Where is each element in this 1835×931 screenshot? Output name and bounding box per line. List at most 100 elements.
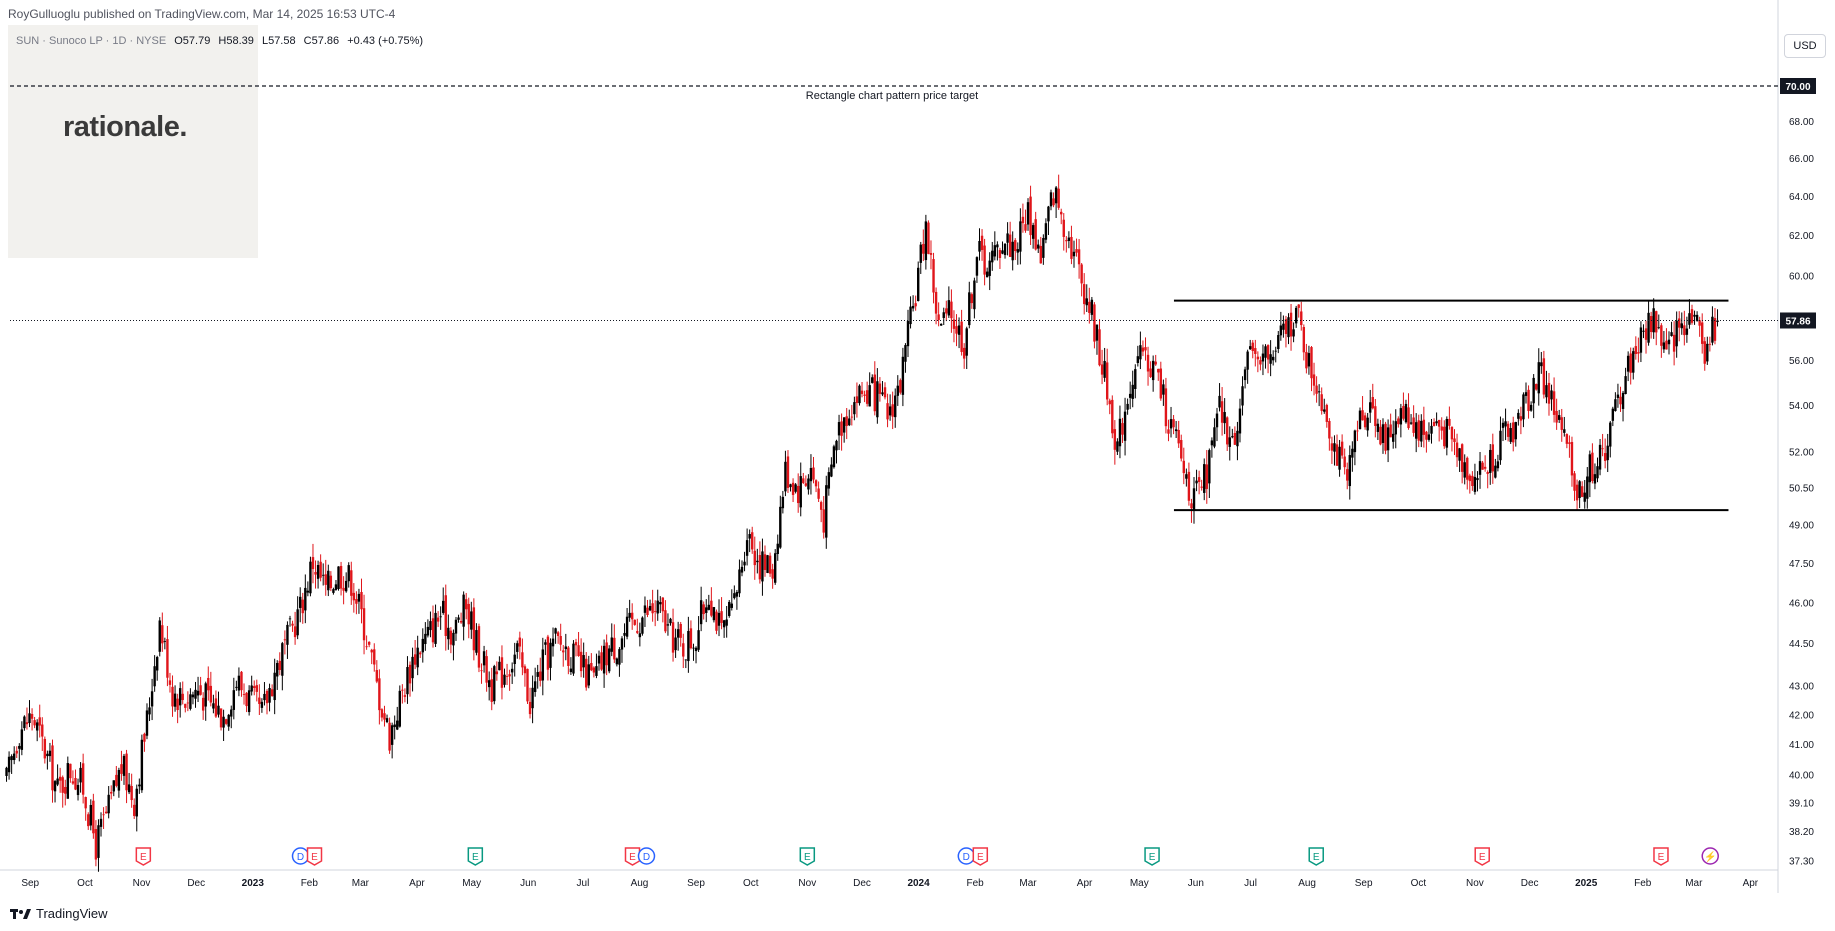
candle-body xyxy=(720,611,723,623)
candle-body xyxy=(1241,386,1244,406)
candle-body xyxy=(477,626,481,668)
candle-body xyxy=(421,638,424,653)
candle-body xyxy=(970,294,974,304)
candle-body xyxy=(1394,421,1397,435)
earnings-icon xyxy=(972,847,989,866)
candle-body xyxy=(1052,198,1055,206)
candle-body xyxy=(1167,429,1170,434)
candle-body xyxy=(1187,471,1191,501)
candle-body xyxy=(1708,343,1712,345)
candle-body xyxy=(342,587,345,591)
candle-body xyxy=(281,643,284,676)
candle-body xyxy=(258,697,261,704)
candle-body xyxy=(888,406,892,416)
candle-body xyxy=(1292,329,1295,337)
candle-body xyxy=(1307,353,1311,367)
candle-body xyxy=(1223,412,1226,424)
candle-body xyxy=(1506,423,1510,437)
candle-body xyxy=(618,649,621,665)
candle-body xyxy=(684,659,688,661)
earnings-icon xyxy=(624,847,641,866)
candle-body xyxy=(112,780,115,792)
candle-body xyxy=(771,569,774,579)
candle-body xyxy=(28,713,31,724)
candle-body xyxy=(291,623,294,626)
candle-body xyxy=(1157,368,1160,373)
candle-body xyxy=(1422,419,1426,435)
candle-body xyxy=(988,260,991,276)
candle-body xyxy=(1060,211,1063,215)
time-axis-label: Jul xyxy=(1244,878,1257,889)
candle-body xyxy=(1639,327,1643,353)
target-price-badge-label: 70.00 xyxy=(1785,82,1810,93)
candle-body xyxy=(1376,423,1380,432)
candle-body xyxy=(344,580,348,592)
candle-body xyxy=(664,610,667,632)
candle-body xyxy=(1369,402,1372,413)
candle-body xyxy=(1103,360,1106,378)
candle-body xyxy=(1683,325,1686,336)
time-axis-label: 2025 xyxy=(1575,878,1598,889)
time-axis-label: Dec xyxy=(1521,878,1539,889)
candle-body xyxy=(472,607,476,651)
candle-body xyxy=(61,777,64,793)
candle-body xyxy=(1261,353,1265,362)
candle-body xyxy=(1065,240,1068,242)
candle-body xyxy=(1034,219,1037,250)
price-tick-label: 44.50 xyxy=(1789,639,1814,650)
candle-body xyxy=(1279,325,1283,336)
candle-body xyxy=(1108,400,1111,405)
candle-body xyxy=(1149,368,1152,377)
candle-body xyxy=(1363,415,1367,428)
candle-body xyxy=(347,565,350,582)
candle-body xyxy=(942,312,945,318)
candle-body xyxy=(1430,425,1433,434)
time-axis-label: Mar xyxy=(1019,878,1037,889)
candle-body xyxy=(201,697,205,711)
candle-body xyxy=(689,628,693,649)
candle-body xyxy=(56,778,59,785)
candle-body xyxy=(868,385,871,407)
candle-body xyxy=(1113,429,1117,450)
candle-body xyxy=(1343,456,1346,468)
candle-body xyxy=(623,632,626,636)
candle-body xyxy=(1274,350,1277,352)
candle-body xyxy=(214,698,218,717)
candle-body xyxy=(316,565,320,579)
candle-body xyxy=(651,603,654,614)
candle-body xyxy=(41,724,44,737)
current-price-badge-label: 57.86 xyxy=(1785,316,1810,327)
candle-body xyxy=(1455,442,1459,458)
candle-body xyxy=(595,666,598,676)
currency-button[interactable]: USD xyxy=(1784,34,1826,58)
candle-body xyxy=(434,612,437,644)
candle-body xyxy=(1213,427,1216,447)
candle-body xyxy=(150,691,154,707)
candle-body xyxy=(155,657,159,671)
candle-body xyxy=(319,561,322,578)
candle-body xyxy=(181,693,184,701)
candle-body xyxy=(334,584,338,590)
candle-body xyxy=(1624,376,1627,395)
candle-body xyxy=(487,680,491,688)
time-axis-label: Feb xyxy=(967,878,985,889)
candle-body xyxy=(339,565,343,589)
split-icon xyxy=(1701,847,1719,865)
candle-body xyxy=(1450,426,1454,440)
candle-body xyxy=(653,611,657,612)
candle-body xyxy=(1381,424,1385,443)
candle-body xyxy=(1596,466,1599,479)
candle-body xyxy=(1328,420,1331,439)
candle-body xyxy=(1616,394,1620,398)
candle-body xyxy=(1652,308,1655,333)
candle-body xyxy=(850,416,854,418)
candle-body xyxy=(1404,403,1408,423)
candle-body xyxy=(1680,323,1683,329)
candle-body xyxy=(577,645,580,657)
candle-body xyxy=(536,672,539,677)
candle-body xyxy=(337,566,340,589)
candle-body xyxy=(906,321,910,347)
candle-body xyxy=(1399,408,1403,425)
candle-body xyxy=(362,608,366,641)
